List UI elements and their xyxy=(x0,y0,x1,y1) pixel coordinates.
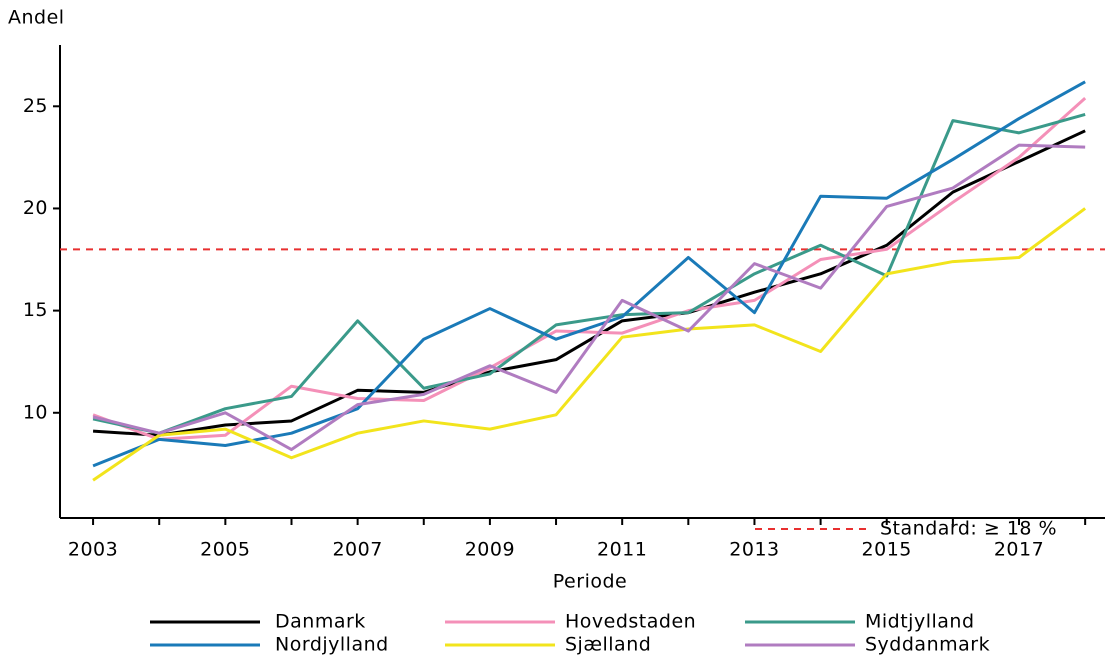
x-tick-label: 2003 xyxy=(68,539,118,561)
y-tick-label: 20 xyxy=(23,197,48,219)
legend-label: Sjælland xyxy=(565,634,651,656)
x-tick-label: 2009 xyxy=(465,539,515,561)
legend-label: Danmark xyxy=(275,611,366,633)
y-tick-label: 10 xyxy=(23,401,48,423)
series-line xyxy=(92,80,1086,468)
y-axis-label: Andel xyxy=(8,7,65,29)
x-tick-label: 2015 xyxy=(862,539,912,561)
series-line xyxy=(92,113,1086,435)
series-line xyxy=(92,129,1086,437)
x-tick-label: 2017 xyxy=(994,539,1044,561)
y-tick-label: 15 xyxy=(23,299,48,321)
legend-label: Nordjylland xyxy=(275,634,389,656)
legend-label: Syddanmark xyxy=(865,634,990,656)
x-tick-label: 2007 xyxy=(332,539,382,561)
series-line xyxy=(92,97,1087,441)
x-tick-label: 2005 xyxy=(200,539,250,561)
series-line xyxy=(92,143,1086,452)
x-axis-label: Periode xyxy=(553,571,627,593)
legend-label: Midtjylland xyxy=(865,611,975,633)
y-tick-label: 25 xyxy=(23,95,48,117)
legend-label: Hovedstaden xyxy=(565,611,696,633)
reference-legend-label: Standard: ≥ 18 % xyxy=(880,518,1057,540)
x-tick-label: 2011 xyxy=(597,539,647,561)
series-line xyxy=(92,207,1087,482)
x-tick-label: 2013 xyxy=(729,539,779,561)
